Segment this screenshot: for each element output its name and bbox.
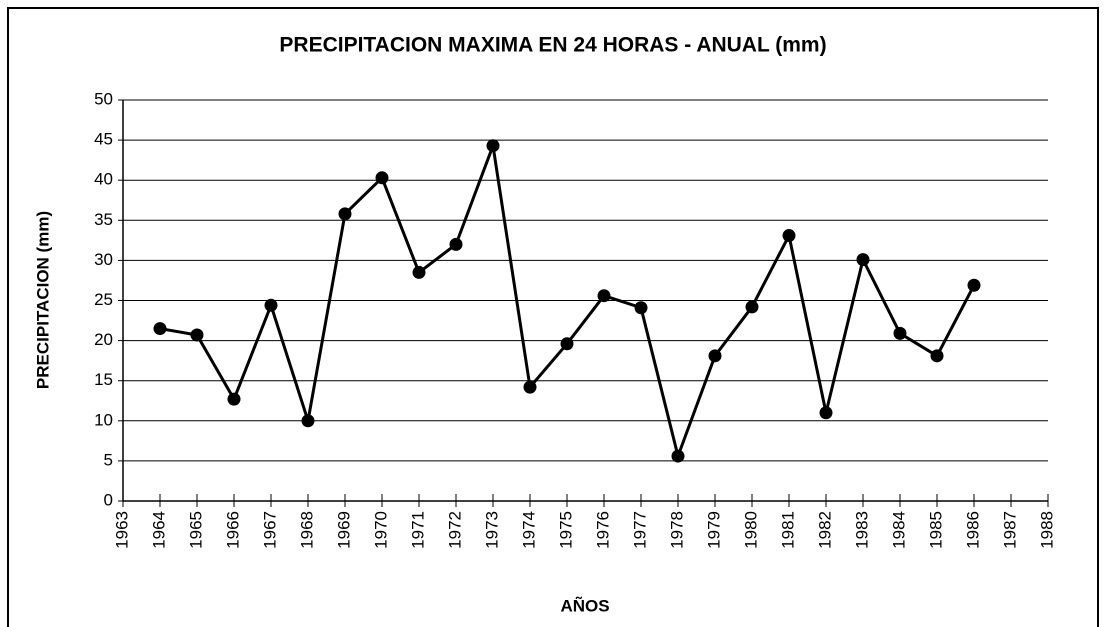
x-tick-label: 1964 [149,511,168,549]
y-tick-label: 35 [94,210,113,229]
data-point [745,300,759,314]
x-tick-label: 1978 [667,511,686,549]
data-point [375,171,389,185]
data-point [486,139,500,153]
data-point [819,406,833,420]
x-axis-title: AÑOS [560,595,609,615]
y-tick-label: 50 [94,89,113,108]
x-tick-label: 1977 [630,511,649,549]
x-tick-label: 1971 [408,511,427,549]
data-point [671,449,685,463]
x-tick-label: 1970 [371,511,390,549]
x-tick-label: 1985 [926,511,945,549]
data-point [227,392,241,406]
data-point [856,253,870,267]
x-tick-label: 1980 [741,511,760,549]
y-tick-label: 0 [104,490,113,509]
y-tick-label: 30 [94,250,113,269]
x-tick-label: 1969 [334,511,353,549]
y-tick-label: 20 [94,330,113,349]
x-tick-label: 1974 [519,511,538,549]
data-point [412,265,426,279]
data-point [153,322,167,336]
data-point [967,278,981,292]
data-point [523,380,537,394]
x-tick-label: 1982 [815,511,834,549]
data-point [634,301,648,315]
chart-title: PRECIPITACION MAXIMA EN 24 HORAS - ANUAL… [279,34,826,57]
y-axis-title: PRECIPITACION (mm) [33,211,52,389]
data-point [930,349,944,363]
x-tick-label: 1966 [223,511,242,549]
x-tick-label: 1963 [112,511,131,549]
data-point [449,237,463,251]
x-tick-label: 1986 [963,511,982,549]
data-point [301,414,315,428]
x-tick-label: 1987 [1000,511,1019,549]
chart-frame [7,7,1099,627]
y-tick-label: 15 [94,370,113,389]
data-point [560,337,574,351]
x-tick-label: 1988 [1037,511,1056,549]
data-point [264,298,278,312]
data-point [190,328,204,342]
y-tick-label: 45 [94,130,113,149]
data-point [782,229,796,243]
data-point [893,326,907,340]
x-tick-label: 1983 [852,511,871,549]
data-point [708,349,722,363]
x-tick-label: 1975 [556,511,575,549]
x-tick-label: 1981 [778,511,797,549]
x-tick-label: 1965 [186,511,205,549]
x-tick-label: 1972 [445,511,464,549]
x-tick-label: 1967 [260,511,279,549]
x-tick-label: 1979 [704,511,723,549]
x-tick-label: 1984 [889,511,908,549]
y-tick-label: 5 [104,450,113,469]
x-tick-label: 1968 [297,511,316,549]
x-tick-label: 1973 [482,511,501,549]
data-point [338,207,352,221]
y-tick-label: 25 [94,290,113,309]
x-tick-label: 1976 [593,511,612,549]
y-tick-label: 40 [94,170,113,189]
y-tick-label: 10 [94,410,113,429]
data-point [597,289,611,303]
